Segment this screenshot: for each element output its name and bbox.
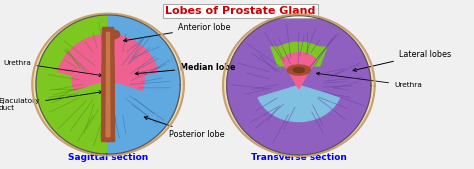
Polygon shape [36,15,108,154]
Polygon shape [282,53,316,89]
Polygon shape [287,65,310,75]
Text: Urethra: Urethra [3,60,102,77]
Polygon shape [274,42,324,85]
Text: Sagittal section: Sagittal section [68,153,148,162]
Polygon shape [293,68,304,73]
Text: Urethra: Urethra [317,72,422,88]
Text: Transverse section: Transverse section [251,153,347,162]
Polygon shape [227,16,371,155]
Text: Lobes of Prostate Gland: Lobes of Prostate Gland [165,6,316,16]
Text: Lateral lobes: Lateral lobes [353,50,451,71]
Polygon shape [32,14,184,155]
Polygon shape [105,28,111,141]
Polygon shape [72,46,144,90]
Text: Posterior lobe: Posterior lobe [144,117,224,139]
Polygon shape [106,32,110,137]
Polygon shape [271,47,327,66]
Polygon shape [223,14,374,156]
Polygon shape [109,30,120,39]
Text: Median lobe: Median lobe [135,63,236,75]
Polygon shape [101,27,115,142]
Polygon shape [108,15,180,154]
Text: Anterior lobe: Anterior lobe [124,23,230,42]
Polygon shape [258,85,339,122]
Text: Ejaculatory
duct: Ejaculatory duct [0,91,102,111]
Polygon shape [102,28,114,141]
Polygon shape [58,34,158,84]
